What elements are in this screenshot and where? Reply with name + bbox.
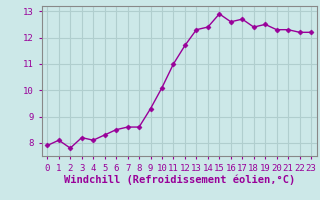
X-axis label: Windchill (Refroidissement éolien,°C): Windchill (Refroidissement éolien,°C)	[64, 174, 295, 185]
